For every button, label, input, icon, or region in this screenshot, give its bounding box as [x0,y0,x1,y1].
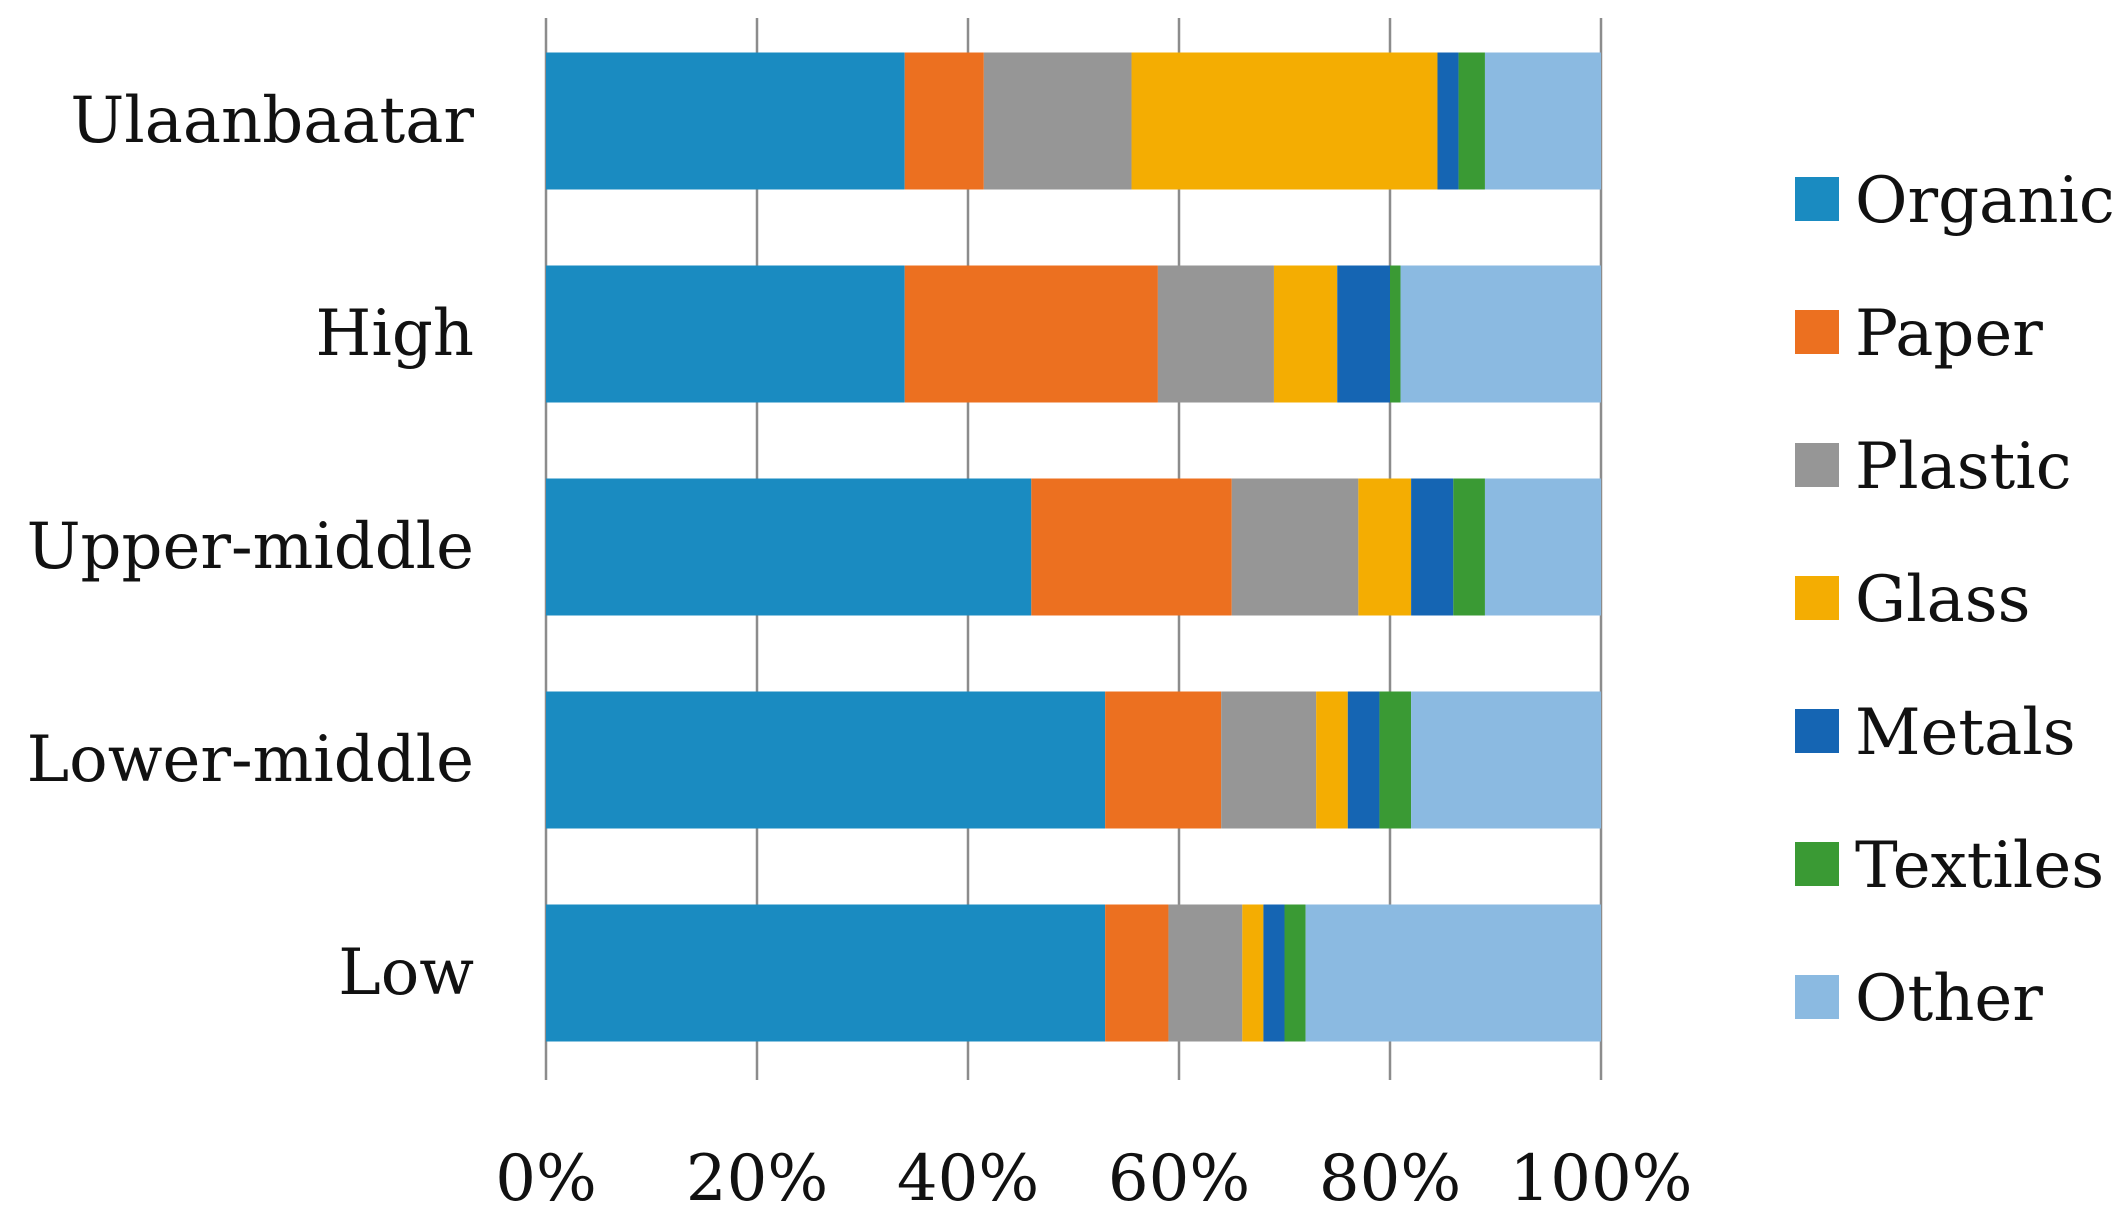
legend-swatch-metals [1795,709,1839,753]
bar-lower-middle-textiles [1379,691,1412,829]
bar-lower-middle-paper [1105,691,1222,829]
bar-low-metals [1263,904,1285,1042]
bar-lower-middle-metals [1347,691,1380,829]
bar-upper-middle-plastic [1231,478,1359,616]
legend-label-organic: Organic [1855,164,2115,238]
bar-ulaanbaatar-plastic [983,52,1132,190]
bar-upper-middle-other [1484,478,1601,616]
category-label-upper-middle: Upper-middle [27,510,474,584]
bar-upper-middle-glass [1358,478,1412,616]
x-tick-label-40pct: 40% [897,1142,1039,1216]
bar-ulaanbaatar-paper [904,52,984,190]
bar-high-textiles [1390,265,1401,403]
legend-swatch-paper [1795,310,1839,354]
bar-lower-middle-plastic [1221,691,1317,829]
x-tick-label-80pct: 80% [1319,1142,1461,1216]
legend-swatch-plastic [1795,443,1839,487]
legend-label-glass: Glass [1855,563,2030,637]
bar-low-organic [546,904,1106,1042]
legend: Organic Paper Plastic Glass Metals Textiles Ot… [1795,164,2115,1036]
bar-low-textiles [1284,904,1306,1042]
bar-high-organic [546,265,905,403]
bar-high-paper [904,265,1158,403]
category-label-ulaanbaatar: Ulaanbaatar [70,84,474,158]
bar-high-other [1400,265,1601,403]
bar-upper-middle-paper [1031,478,1232,616]
legend-label-plastic: Plastic [1855,430,2072,504]
bar-ulaanbaatar-organic [546,52,905,190]
legend-swatch-organic [1795,177,1839,221]
bar-ulaanbaatar-metals [1437,52,1459,190]
bar-upper-middle-organic [546,478,1032,616]
x-tick-labels: 0% 20% 40% 60% 80% 100% [495,1142,1692,1216]
category-labels: Ulaanbaatar High Upper-middle Lower-middle L… [27,84,475,1010]
bar-ulaanbaatar-glass [1131,52,1438,190]
x-tick-label-100pct: 100% [1510,1142,1693,1216]
legend-swatch-textiles [1795,842,1839,886]
bar-ulaanbaatar-other [1484,52,1601,190]
bar-upper-middle-metals [1411,478,1454,616]
category-label-high: High [316,297,474,371]
category-label-lower-middle: Lower-middle [27,723,474,797]
legend-label-textiles: Textiles [1855,829,2104,903]
x-tick-label-60pct: 60% [1108,1142,1250,1216]
bar-high-plastic [1157,265,1274,403]
category-label-low: Low [338,936,474,1010]
bar-low-paper [1105,904,1169,1042]
bar-high-glass [1273,265,1338,403]
bar-low-glass [1242,904,1264,1042]
bars [546,52,1601,1042]
bar-low-plastic [1168,904,1243,1042]
bar-lower-middle-other [1411,691,1601,829]
legend-swatch-other [1795,975,1839,1019]
bar-lower-middle-glass [1316,691,1348,829]
bar-lower-middle-organic [546,691,1106,829]
bar-ulaanbaatar-textiles [1458,52,1485,190]
legend-label-other: Other [1855,962,2043,1036]
bar-low-other [1305,904,1601,1042]
legend-swatch-glass [1795,576,1839,620]
legend-label-metals: Metals [1855,696,2076,770]
x-tick-label-0pct: 0% [495,1142,597,1216]
bar-upper-middle-textiles [1453,478,1485,616]
legend-label-paper: Paper [1855,297,2043,371]
x-tick-label-20pct: 20% [686,1142,828,1216]
bar-high-metals [1337,265,1390,403]
